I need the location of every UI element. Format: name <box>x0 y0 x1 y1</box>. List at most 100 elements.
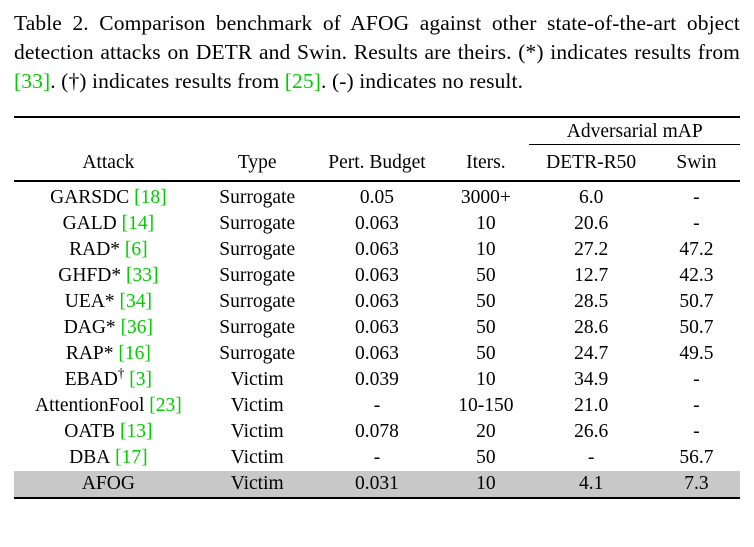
swin-map-cell: - <box>693 420 700 442</box>
swin-map-cell: - <box>693 368 700 390</box>
table-row: AttentionFool [23] Victim - 10-150 21.0 … <box>14 393 740 419</box>
swin-map-cell: 50.7 <box>679 316 714 338</box>
attack-name: GALD <box>62 212 117 234</box>
citation-link-33[interactable]: [33] <box>14 69 51 94</box>
table-row: UEA* [34] Surrogate 0.063 50 28.5 50.7 <box>14 289 740 315</box>
column-header-iters: Iters. <box>442 144 530 182</box>
attack-name: GHFD* <box>58 264 122 286</box>
attack-cell: UEA* [34] <box>14 289 203 315</box>
attack-name: DAG* <box>63 316 116 338</box>
table-row: GALD [14] Surrogate 0.063 10 20.6 - <box>14 211 740 237</box>
citation-link[interactable]: [23] <box>144 394 182 416</box>
citation-link[interactable]: [18] <box>129 186 167 208</box>
iters-cell: 50 <box>476 316 496 338</box>
attack-name: AFOG <box>81 472 135 494</box>
table-caption: Table 2. Comparison benchmark of AFOG ag… <box>14 9 740 97</box>
attack-name: UEA* <box>64 290 115 312</box>
dagger-superscript: † <box>117 365 125 381</box>
citation-link[interactable]: [14] <box>116 212 155 234</box>
citation-link[interactable]: [36] <box>115 316 154 338</box>
attack-cell: RAP* [16] <box>14 341 203 367</box>
budget-cell: 0.063 <box>355 264 399 286</box>
detr-map-cell: 21.0 <box>574 394 609 416</box>
type-cell: Victim <box>230 446 284 468</box>
iters-cell: 50 <box>476 446 496 468</box>
swin-map-cell: 49.5 <box>679 342 714 364</box>
budget-cell: 0.063 <box>355 316 399 338</box>
table-row: OATB [13] Victim 0.078 20 26.6 - <box>14 419 740 445</box>
detr-map-cell: 6.0 <box>578 186 604 208</box>
attack-cell: GHFD* [33] <box>14 263 203 289</box>
column-header-detr-r50: DETR-R50 <box>529 144 653 182</box>
column-header-row: Attack Type Pert. Budget Iters. DETR-R50… <box>14 144 740 182</box>
group-header-row: Adversarial mAP <box>14 116 740 146</box>
budget-cell: 0.05 <box>359 186 395 208</box>
detr-map-cell: 24.7 <box>574 342 609 364</box>
adversarial-map-header: Adversarial mAP <box>529 116 740 146</box>
iters-cell: 20 <box>476 420 496 442</box>
attack-name: RAD* <box>69 238 121 260</box>
budget-cell: - <box>373 446 381 468</box>
table-row: RAD* [6] Surrogate 0.063 10 27.2 47.2 <box>14 237 740 263</box>
budget-cell: 0.039 <box>355 368 399 390</box>
type-cell: Victim <box>230 420 284 442</box>
citation-link[interactable]: [16] <box>113 342 151 364</box>
citation-link[interactable]: [34] <box>114 290 152 312</box>
detr-map-cell: 20.6 <box>574 212 609 234</box>
detr-map-cell: 4.1 <box>578 472 604 494</box>
type-cell: Surrogate <box>219 342 296 364</box>
paper-page: Table 2. Comparison benchmark of AFOG ag… <box>14 9 740 499</box>
column-header-swin: Swin <box>652 144 740 182</box>
caption-text-3: . (-) indicates no result. <box>321 69 524 94</box>
attack-cell: RAD* [6] <box>14 237 203 263</box>
detr-map-cell: - <box>587 446 595 468</box>
attack-name: AttentionFool <box>34 394 145 416</box>
table-row: EBAD† [3] Victim 0.039 10 34.9 - <box>14 365 740 393</box>
iters-cell: 10 <box>476 472 496 494</box>
table-row: GARSDC [18] Surrogate 0.05 3000+ 6.0 - <box>14 181 740 211</box>
group-header-spacer <box>14 117 529 145</box>
table-row: DAG* [36] Surrogate 0.063 50 28.6 50.7 <box>14 315 740 341</box>
detr-map-cell: 34.9 <box>574 368 609 390</box>
swin-map-cell: - <box>693 394 700 416</box>
attack-cell: DAG* [36] <box>14 315 203 341</box>
budget-cell: 0.063 <box>355 212 399 234</box>
detr-map-cell: 12.7 <box>574 264 609 286</box>
budget-cell: 0.078 <box>355 420 399 442</box>
citation-link[interactable]: [17] <box>110 446 148 468</box>
attack-cell: GALD [14] <box>14 211 203 237</box>
swin-map-cell: - <box>693 212 700 234</box>
swin-map-cell: 56.7 <box>679 446 714 468</box>
attack-cell: OATB [13] <box>14 419 203 445</box>
citation-link[interactable]: [6] <box>120 238 148 260</box>
type-cell: Surrogate <box>219 186 296 208</box>
attack-name: RAP* <box>65 342 114 364</box>
type-cell: Surrogate <box>219 238 296 260</box>
citation-link[interactable]: [3] <box>124 368 153 390</box>
iters-cell: 3000+ <box>460 186 511 208</box>
type-cell: Victim <box>230 368 284 390</box>
column-header-pert-budget: Pert. Budget <box>311 144 443 182</box>
table-row: AFOG Victim 0.031 10 4.1 7.3 <box>14 470 740 498</box>
swin-map-cell: 42.3 <box>679 264 714 286</box>
swin-map-cell: 50.7 <box>679 290 714 312</box>
iters-cell: 50 <box>476 290 496 312</box>
citation-link[interactable]: [33] <box>121 264 159 286</box>
attack-cell: GARSDC [18] <box>14 181 203 211</box>
column-header-attack: Attack <box>14 144 203 182</box>
attack-name: GARSDC <box>50 186 130 208</box>
citation-link-25[interactable]: [25] <box>284 69 322 94</box>
swin-map-cell: 47.2 <box>679 238 714 260</box>
citation-link[interactable]: [13] <box>115 420 153 442</box>
iters-cell: 10 <box>476 212 496 234</box>
detr-map-cell: 26.6 <box>574 420 609 442</box>
iters-cell: 10 <box>476 368 496 390</box>
benchmark-table: Adversarial mAP Attack Type Pert. Budget… <box>14 115 740 499</box>
budget-cell: 0.031 <box>355 472 399 494</box>
type-cell: Surrogate <box>219 264 296 286</box>
table-row: DBA [17] Victim - 50 - 56.7 <box>14 445 740 471</box>
swin-map-cell: - <box>693 186 700 208</box>
type-cell: Surrogate <box>219 316 296 338</box>
table-row: RAP* [16] Surrogate 0.063 50 24.7 49.5 <box>14 341 740 367</box>
budget-cell: 0.063 <box>355 290 399 312</box>
